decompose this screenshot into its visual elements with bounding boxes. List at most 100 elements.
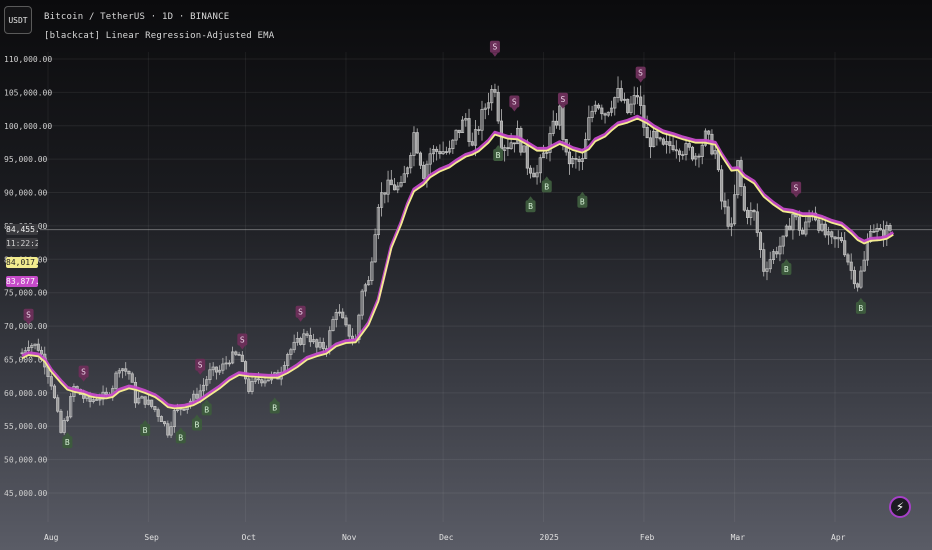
candle-body: [639, 96, 643, 106]
y-tick-label: 110,000.00: [4, 55, 52, 64]
candle-body: [470, 141, 474, 146]
candle-body: [778, 245, 782, 255]
candle-body: [600, 107, 604, 115]
buy-signal-label: [62, 436, 73, 449]
candle-body: [671, 145, 675, 151]
candle-body: [700, 144, 704, 157]
candle-body: [376, 206, 380, 236]
candle-body: [201, 384, 206, 392]
buy-signal-pointer: [495, 144, 502, 149]
candle-body: [396, 185, 400, 191]
sell-signal-letter: S: [512, 98, 517, 107]
candle-body: [467, 118, 471, 142]
candle-body: [525, 145, 529, 169]
candle-body: [153, 406, 157, 411]
buy-signal-label: [191, 418, 202, 431]
candle-body: [703, 130, 708, 146]
candle-body: [771, 251, 776, 261]
buy-signal-pointer: [857, 297, 864, 302]
candle-body: [302, 333, 306, 345]
candle-body: [645, 127, 649, 139]
buy-signal-label: [541, 180, 552, 193]
candle-body: [694, 155, 698, 160]
candle-body: [677, 150, 682, 156]
buy-signal-pointer: [527, 196, 534, 201]
candle-body: [781, 235, 785, 247]
candle-body: [872, 230, 876, 233]
candle-body: [762, 249, 766, 272]
buy-signal-label: [140, 423, 151, 436]
candle-body: [720, 169, 724, 202]
candle-body: [124, 368, 128, 372]
sell-signal-letter: S: [81, 368, 86, 377]
candle-body: [405, 167, 410, 175]
lightning-icon[interactable]: ⚡: [889, 496, 911, 518]
candle-body: [140, 396, 144, 399]
buy-signal-letter: B: [204, 405, 209, 414]
candle-body: [363, 284, 367, 292]
candle-body: [859, 270, 863, 288]
candle-body: [234, 351, 238, 355]
candle-body: [567, 151, 571, 165]
candle-body: [20, 352, 24, 355]
sell-signal-pointer: [491, 52, 498, 57]
ema-fast-price-tag: 84,017.44: [6, 257, 38, 268]
candle-body: [707, 130, 711, 135]
candle-body: [137, 397, 141, 404]
candle-body: [237, 354, 241, 356]
candle-body: [347, 324, 351, 337]
candle-body: [127, 370, 131, 375]
candle-body: [690, 146, 695, 160]
candle-body: [590, 110, 594, 118]
candle-body: [622, 98, 627, 101]
candle-body: [661, 138, 665, 145]
candle-body: [65, 416, 69, 421]
candle-body: [668, 141, 672, 146]
candle-body: [218, 369, 222, 373]
candle-body: [875, 227, 879, 232]
buy-signal-pointer: [177, 427, 184, 432]
candle-body: [522, 145, 526, 153]
candle-body: [402, 173, 406, 183]
candle-body: [652, 130, 656, 148]
candle-body: [746, 209, 750, 218]
candle-body: [33, 343, 37, 346]
candle-body: [56, 397, 60, 412]
candle-body: [392, 184, 397, 191]
candle-body: [713, 150, 717, 155]
candle-body: [331, 319, 335, 332]
candle-body: [117, 370, 121, 374]
sell-signal-letter: S: [794, 184, 799, 193]
candle-body: [597, 104, 601, 109]
candle-body: [146, 399, 150, 405]
candle-body: [723, 200, 727, 208]
candle-body: [681, 154, 685, 156]
candle-body: [512, 142, 516, 145]
candle-body: [418, 152, 422, 166]
candle-body: [551, 120, 555, 134]
last-price-tag: 84,455.61: [6, 224, 38, 235]
currency-button[interactable]: USDT: [4, 6, 32, 34]
candle-body: [260, 379, 264, 384]
candle-body: [826, 231, 831, 236]
candle-body: [360, 290, 364, 316]
candle-body: [616, 88, 620, 98]
candle-body: [541, 152, 546, 159]
candle-body: [256, 378, 261, 381]
candle-body: [587, 117, 591, 140]
candle-body: [244, 361, 248, 380]
candle-body: [658, 137, 662, 140]
candle-body: [289, 349, 293, 355]
candle-body: [263, 380, 267, 384]
candle-body: [231, 351, 235, 364]
candle-body: [39, 350, 44, 355]
candle-body: [580, 158, 584, 162]
candle-body: [435, 148, 439, 152]
candle-body: [227, 362, 231, 365]
x-tick-label: Oct: [242, 533, 257, 542]
candle-body: [788, 225, 792, 231]
sell-signal-label: [237, 333, 248, 346]
candle-body: [538, 157, 542, 174]
sell-signal-letter: S: [298, 308, 303, 317]
